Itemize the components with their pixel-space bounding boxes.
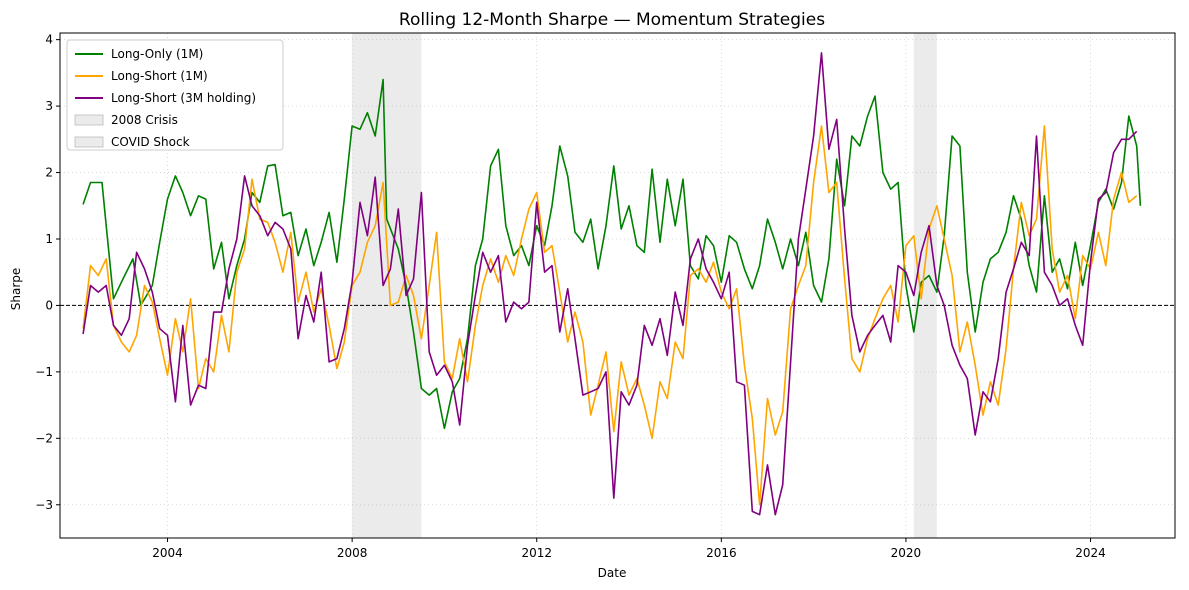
legend-label-covid-shock: COVID Shock [111,135,190,149]
y-tick-label: −1 [35,365,53,379]
y-tick-label: −2 [35,431,53,445]
legend-label-series-3: Long-Short (3M holding) [111,91,256,105]
x-tick-label: 2020 [891,546,922,560]
y-tick-label: 3 [45,99,53,113]
y-tick-label: −3 [35,498,53,512]
y-tick-label: 2 [45,166,53,180]
series-line-2 [82,125,1138,506]
series-line-1 [82,78,1142,430]
x-tick-label: 2004 [152,546,183,560]
legend-box [66,39,284,151]
legend-label-series-2: Long-Short (1M) [111,69,208,83]
y-tick-label: 0 [45,298,53,312]
y-tick-label: 4 [45,33,53,47]
plot-frame [59,32,1176,539]
legend-label-2008-crisis: 2008 Crisis [111,113,178,127]
legend-swatch-covid-shock [74,136,104,148]
x-tick-label: 2024 [1075,546,1106,560]
x-tick-label: 2008 [337,546,368,560]
x-axis-label: Date [598,566,627,580]
x-tick-label: 2016 [706,546,737,560]
plot-area: 2004 2008 2012 2016 2020 2024 −3 −2 −1 0 1 2 3 4 [35,32,1176,560]
y-axis-label: Sharpe [9,268,23,311]
legend: Long-Only (1M) Long-Short (1M) Long-Short … [66,39,284,151]
legend-label-series-1: Long-Only (1M) [111,47,203,61]
series-line-3 [82,52,1138,516]
shaded-region-covid-shock [913,33,937,538]
y-tick-label: 1 [45,232,53,246]
legend-swatch-2008-crisis [74,114,104,126]
x-tick-label: 2012 [521,546,552,560]
chart-title: Rolling 12-Month Sharpe — Momentum Strat… [399,10,825,30]
